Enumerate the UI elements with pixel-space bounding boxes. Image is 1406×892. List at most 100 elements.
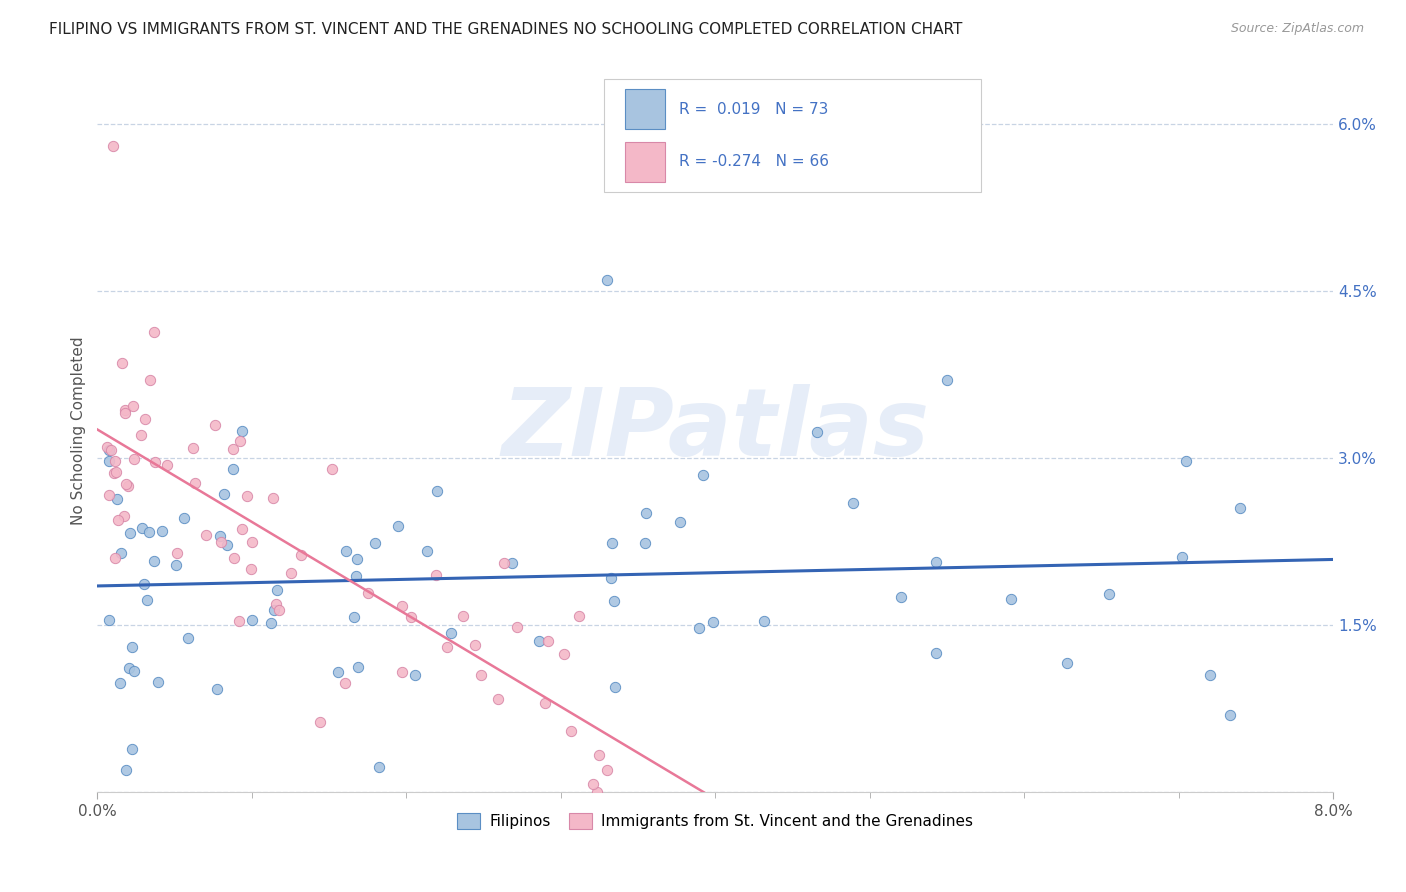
Point (425, 568, 447, 582)
Point (560, 723, 582, 738)
Point (212, 487, 235, 501)
Point (603, 594, 626, 608)
Point (1198, 668, 1220, 682)
Point (596, 273, 619, 287)
Point (404, 668, 426, 682)
Point (100, 443, 122, 458)
Point (240, 562, 263, 576)
Point (222, 461, 245, 475)
Point (387, 519, 409, 533)
Point (122, 451, 145, 466)
Point (600, 535, 623, 549)
Point (588, 747, 610, 762)
Point (470, 668, 492, 682)
Point (600, 571, 623, 585)
Point (110, 546, 132, 560)
Point (263, 603, 285, 617)
Point (118, 526, 141, 541)
Point (131, 428, 153, 442)
Point (222, 442, 245, 457)
Point (205, 681, 228, 696)
Point (240, 613, 263, 627)
Point (156, 458, 179, 473)
Point (209, 535, 232, 549)
Point (586, 785, 609, 799)
Point (204, 417, 226, 432)
Point (344, 568, 367, 582)
Point (309, 715, 332, 730)
Point (105, 492, 128, 507)
Point (436, 640, 458, 655)
Point (118, 661, 141, 675)
Y-axis label: No Schooling Completed: No Schooling Completed (72, 336, 86, 524)
Point (688, 621, 710, 635)
Point (222, 551, 245, 566)
Point (146, 674, 169, 689)
Point (114, 477, 136, 491)
Point (357, 586, 380, 600)
Text: R = -0.274   N = 66: R = -0.274 N = 66 (679, 154, 830, 169)
Point (321, 462, 343, 476)
Point (139, 373, 162, 387)
Point (134, 411, 156, 425)
Point (136, 593, 159, 607)
Point (451, 609, 474, 624)
Point (668, 515, 690, 529)
Point (290, 549, 312, 563)
Point (108, 676, 131, 690)
FancyBboxPatch shape (605, 79, 981, 192)
Point (346, 552, 368, 566)
Point (692, 467, 714, 482)
Point (150, 524, 173, 539)
Point (183, 476, 205, 491)
Point (634, 506, 657, 520)
Point (112, 509, 135, 524)
Point (117, 479, 139, 493)
Point (122, 399, 145, 413)
Point (890, 590, 912, 604)
Point (534, 697, 557, 711)
Bar (626, 89, 665, 129)
Point (752, 614, 775, 628)
Point (343, 609, 366, 624)
Point (1000, 591, 1022, 606)
Point (391, 665, 413, 679)
Point (605, 680, 627, 694)
Point (924, 647, 946, 661)
Point (134, 577, 156, 591)
Point (143, 326, 166, 340)
Point (114, 763, 136, 777)
Point (426, 483, 449, 498)
Point (260, 616, 283, 631)
Point (1171, 550, 1194, 565)
Point (501, 557, 523, 571)
Point (236, 489, 259, 503)
Point (262, 491, 284, 505)
Point (215, 538, 238, 552)
Point (924, 555, 946, 569)
Point (208, 529, 231, 543)
Legend: Filipinos, Immigrants from St. Vincent and the Grenadines: Filipinos, Immigrants from St. Vincent a… (451, 806, 980, 835)
Point (269, 603, 291, 617)
Point (181, 441, 204, 455)
Point (492, 557, 515, 571)
Bar (626, 142, 665, 182)
Point (96, 440, 118, 454)
Point (806, 425, 828, 439)
Point (173, 511, 195, 525)
Point (568, 609, 591, 624)
Point (229, 434, 252, 449)
Point (364, 536, 387, 550)
Point (1219, 708, 1241, 723)
Point (121, 640, 143, 655)
Point (114, 403, 136, 417)
Point (1056, 657, 1078, 671)
Point (391, 599, 413, 613)
Point (104, 454, 127, 468)
Point (143, 554, 166, 568)
Point (195, 528, 218, 542)
Text: Source: ZipAtlas.com: Source: ZipAtlas.com (1230, 22, 1364, 36)
Point (842, 496, 865, 510)
Point (111, 356, 134, 370)
Point (1174, 454, 1197, 468)
